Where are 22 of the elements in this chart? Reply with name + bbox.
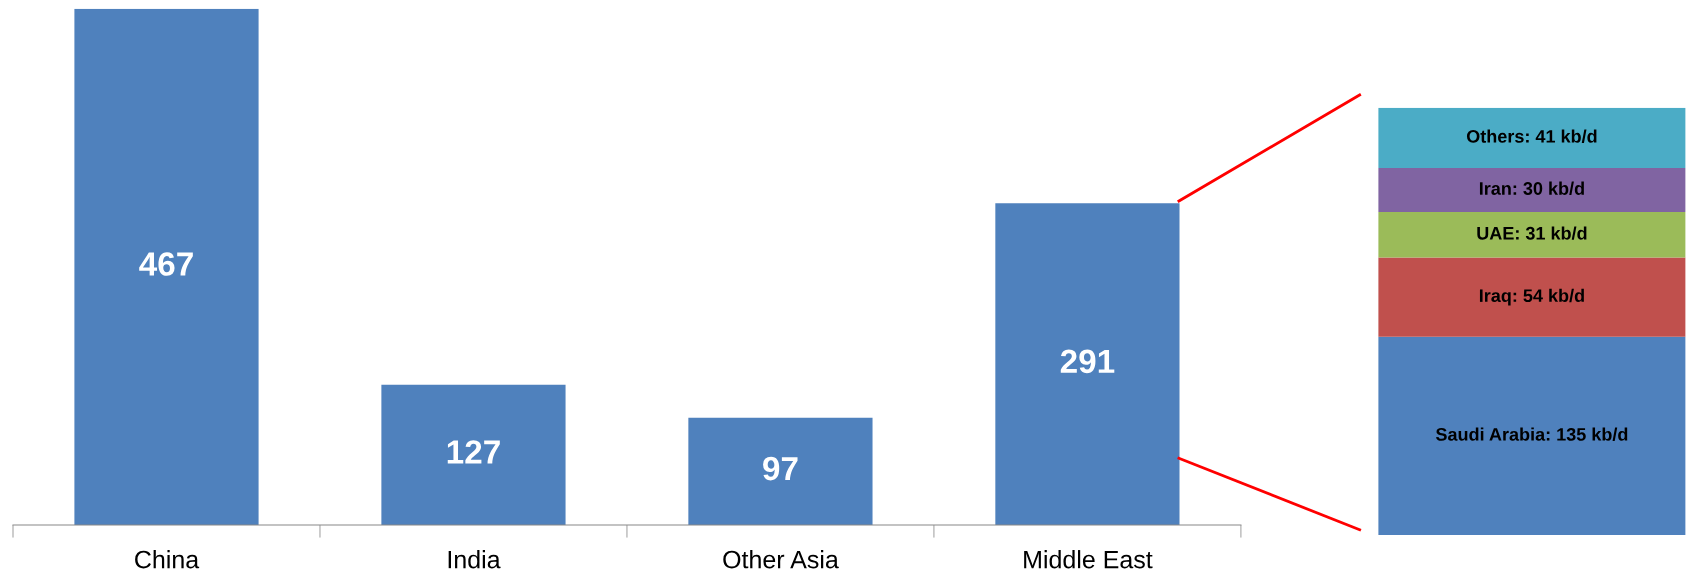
data-label: Saudi Arabia: 135 kb/d [1435, 427, 1628, 441]
bar [1378, 107, 1686, 169]
x-tick-label: Middle East [1024, 550, 1153, 569]
bar [381, 384, 566, 526]
data-label: Others: 41 kb/d [1466, 129, 1597, 143]
bar [1378, 168, 1686, 213]
bar [1378, 257, 1686, 337]
bar [688, 417, 873, 526]
bar [1378, 336, 1686, 536]
bar [995, 203, 1180, 526]
x-tick-label: Other Asia [723, 550, 839, 569]
bar [74, 8, 259, 526]
data-label: 97 [763, 456, 798, 481]
x-tick-label: China [135, 550, 200, 569]
data-label: Iraq: 54 kb/d [1479, 288, 1584, 306]
data-label: Iran: 30 kb/d [1479, 181, 1584, 196]
data-label: 467 [139, 252, 193, 276]
x-tick-label: India [448, 550, 501, 569]
data-label: 291 [1060, 349, 1115, 374]
data-label: UAE: 31 kb/d [1477, 226, 1587, 240]
bar [1378, 212, 1686, 258]
data-label: 127 [447, 440, 500, 464]
